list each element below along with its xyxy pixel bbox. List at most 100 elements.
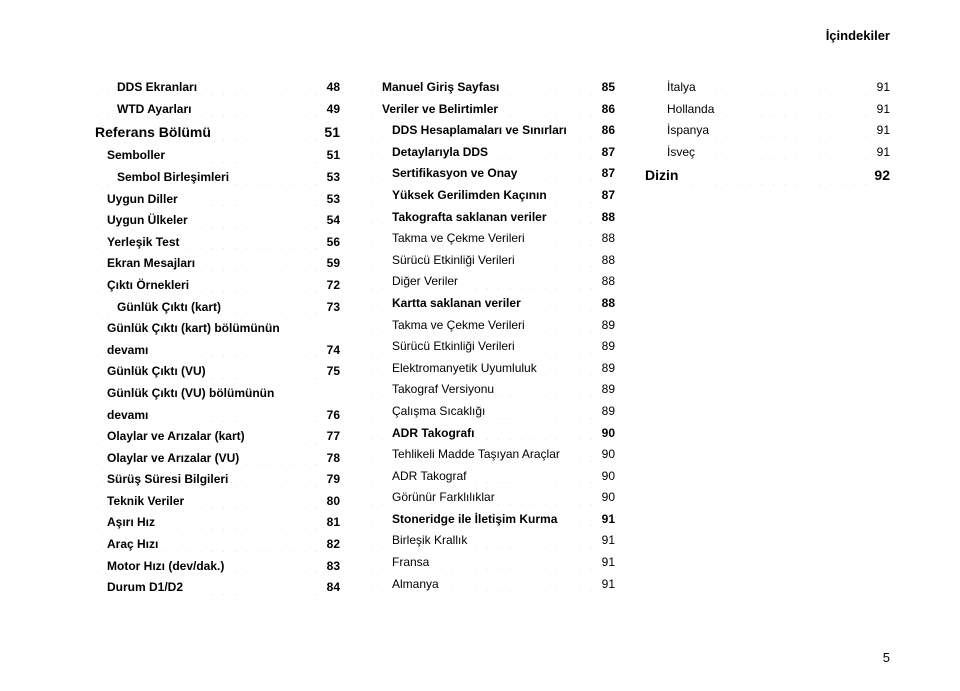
toc-entry-page: 90 — [599, 487, 615, 509]
toc-entry-page: 92 — [871, 163, 890, 188]
toc-entry: . . . . . . . . . . . . . . . . . . . . … — [370, 271, 615, 293]
toc-entry-label: devamı — [107, 340, 151, 362]
toc-entry: . . . . . . . . . . . . . . . . . . . . … — [95, 340, 340, 362]
toc-entry-page: 74 — [324, 340, 340, 362]
toc-entry-page: 77 — [324, 426, 340, 448]
toc-entry: . . . . . . . . . . . . . . . . . . . . … — [95, 297, 340, 319]
toc-entry-page: 49 — [324, 99, 340, 121]
toc-entry-label: Sertifikasyon ve Onay — [392, 163, 520, 185]
toc-entry-label: Araç Hızı — [107, 534, 161, 556]
toc-entry-page: 88 — [599, 228, 615, 250]
toc-entry: . . . . . . . . . . . . . . . . . . . . … — [95, 469, 340, 491]
toc-entry: . . . . . . . . . . . . . . . . . . . . … — [370, 293, 615, 315]
toc-entry-label: Görünür Farklılıklar — [392, 487, 498, 509]
toc-entry-label: Kartta saklanan veriler — [392, 293, 524, 315]
toc-entry-label: Dizin — [645, 163, 681, 188]
toc-entry: . . . . . . . . . . . . . . . . . . . . … — [370, 401, 615, 423]
toc-entry-page: 83 — [324, 556, 340, 578]
toc-entry-label: Manuel Giriş Sayfası — [382, 77, 502, 99]
toc-entry: . . . . . . . . . . . . . . . . . . . . … — [95, 189, 340, 211]
toc-column: . . . . . . . . . . . . . . . . . . . . … — [645, 77, 890, 599]
toc-entry-label: Takografta saklanan veriler — [392, 207, 550, 229]
toc-entry: . . . . . . . . . . . . . . . . . . . . … — [95, 275, 340, 297]
toc-column: . . . . . . . . . . . . . . . . . . . . … — [95, 77, 340, 599]
toc-entry: Günlük Çıktı (VU) bölümünün — [95, 383, 340, 405]
toc-entry-label: Olaylar ve Arızalar (VU) — [107, 448, 242, 470]
toc-entry-page: 89 — [599, 379, 615, 401]
toc-entry-page: 85 — [599, 77, 615, 99]
toc-entry-label: Uygun Diller — [107, 189, 181, 211]
toc-entry-label: İtalya — [667, 77, 699, 99]
toc-entry-page: 81 — [324, 512, 340, 534]
toc-entry-label: Takma ve Çekme Verileri — [392, 315, 528, 337]
toc-entry-page: 88 — [599, 250, 615, 272]
toc-entry-label: İspanya — [667, 120, 712, 142]
toc-entry-page: 59 — [324, 253, 340, 275]
toc-entry: . . . . . . . . . . . . . . . . . . . . … — [95, 426, 340, 448]
toc-entry: . . . . . . . . . . . . . . . . . . . . … — [370, 487, 615, 509]
toc-entry: . . . . . . . . . . . . . . . . . . . . … — [645, 120, 890, 142]
toc-entry-label: Sürücü Etkinliği Verileri — [392, 250, 518, 272]
toc-entry: . . . . . . . . . . . . . . . . . . . . … — [370, 336, 615, 358]
toc-entry: . . . . . . . . . . . . . . . . . . . . … — [370, 185, 615, 207]
toc-entry-label: İsveç — [667, 142, 698, 164]
toc-entry-page: 89 — [599, 401, 615, 423]
toc-entry: . . . . . . . . . . . . . . . . . . . . … — [95, 512, 340, 534]
toc-entry-label: Durum D1/D2 — [107, 577, 186, 599]
toc-entry-page: 79 — [324, 469, 340, 491]
toc-entry-label: Veriler ve Belirtimler — [382, 99, 501, 121]
toc-entry-label: Takma ve Çekme Verileri — [392, 228, 528, 250]
toc-entry-label: Fransa — [392, 552, 432, 574]
toc-entry-label: Takograf Versiyonu — [392, 379, 497, 401]
toc-entry: . . . . . . . . . . . . . . . . . . . . … — [95, 210, 340, 232]
toc-entry-label: Ekran Mesajları — [107, 253, 198, 275]
toc-entry-label: Aşırı Hız — [107, 512, 158, 534]
toc-leader-dots: . . . . . . . . . . . . . . . . . . . . … — [645, 175, 890, 185]
toc-entry-page: 91 — [874, 99, 890, 121]
toc-entry-page: 87 — [599, 185, 615, 207]
toc-entry: . . . . . . . . . . . . . . . . . . . . … — [370, 120, 615, 142]
page-number: 5 — [883, 650, 890, 665]
toc-entry-label: Hollanda — [667, 99, 717, 121]
toc-entry-page: 91 — [599, 530, 615, 552]
toc-entry-page: 53 — [324, 167, 340, 189]
toc-entry-label: Tehlikeli Madde Taşıyan Araçlar — [392, 444, 563, 466]
toc-entry-label: ADR Takografı — [392, 423, 477, 445]
toc-entry-page: 73 — [324, 297, 340, 319]
toc-entry-label: Uygun Ülkeler — [107, 210, 191, 232]
toc-entry: . . . . . . . . . . . . . . . . . . . . … — [370, 77, 615, 99]
toc-entry-page: 88 — [599, 271, 615, 293]
toc-entry: . . . . . . . . . . . . . . . . . . . . … — [370, 99, 615, 121]
toc-entry-page: 51 — [324, 145, 340, 167]
toc-entry-label: Olaylar ve Arızalar (kart) — [107, 426, 248, 448]
toc-entry: . . . . . . . . . . . . . . . . . . . . … — [645, 163, 890, 188]
toc-entry: . . . . . . . . . . . . . . . . . . . . … — [370, 466, 615, 488]
toc-entry: Günlük Çıktı (kart) bölümünün — [95, 318, 340, 340]
toc-entry-label: Referans Bölümü — [95, 120, 214, 145]
toc-entry-page: 91 — [599, 509, 615, 531]
toc-entry-page: 53 — [324, 189, 340, 211]
toc-entry-label: Günlük Çıktı (kart) bölümünün — [107, 318, 283, 340]
toc-entry-page: 88 — [599, 293, 615, 315]
toc-entry: . . . . . . . . . . . . . . . . . . . . … — [95, 534, 340, 556]
toc-entry-page: 90 — [599, 466, 615, 488]
toc-entry-page: 54 — [324, 210, 340, 232]
toc-entry: . . . . . . . . . . . . . . . . . . . . … — [370, 574, 615, 596]
toc-entry: . . . . . . . . . . . . . . . . . . . . … — [370, 163, 615, 185]
toc-entry-label: Sembol Birleşimleri — [117, 167, 232, 189]
toc-entry: . . . . . . . . . . . . . . . . . . . . … — [95, 167, 340, 189]
toc-entry: . . . . . . . . . . . . . . . . . . . . … — [370, 315, 615, 337]
toc-entry-page: 90 — [599, 423, 615, 445]
toc-entry-label: devamı — [107, 405, 151, 427]
toc-entry: . . . . . . . . . . . . . . . . . . . . … — [95, 99, 340, 121]
toc-entry-page: 87 — [599, 163, 615, 185]
toc-entry: . . . . . . . . . . . . . . . . . . . . … — [95, 556, 340, 578]
toc-entry-label: Birleşik Krallık — [392, 530, 470, 552]
toc-entry: . . . . . . . . . . . . . . . . . . . . … — [645, 77, 890, 99]
toc-entry-page: 89 — [599, 315, 615, 337]
toc-entry: . . . . . . . . . . . . . . . . . . . . … — [370, 207, 615, 229]
toc-entry: . . . . . . . . . . . . . . . . . . . . … — [95, 145, 340, 167]
toc-entry-page: 84 — [324, 577, 340, 599]
toc-entry-label: Günlük Çıktı (VU) bölümünün — [107, 383, 277, 405]
toc-entry-label: Almanya — [392, 574, 442, 596]
